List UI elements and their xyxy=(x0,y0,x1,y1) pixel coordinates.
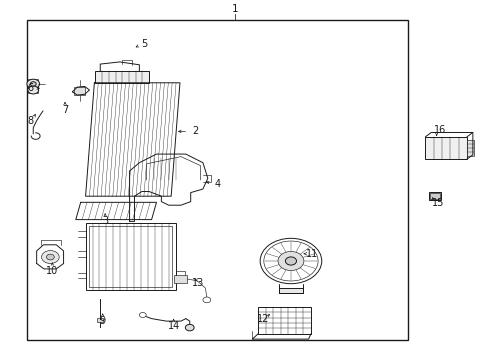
Text: 1: 1 xyxy=(231,4,238,14)
Bar xyxy=(429,193,439,199)
Bar xyxy=(278,288,303,293)
Circle shape xyxy=(28,86,39,94)
Text: 9: 9 xyxy=(100,316,105,326)
Circle shape xyxy=(185,324,194,331)
Bar xyxy=(425,137,466,159)
Circle shape xyxy=(27,79,40,89)
Circle shape xyxy=(203,297,210,303)
Text: 8: 8 xyxy=(27,116,33,126)
Text: 12: 12 xyxy=(256,314,269,324)
Circle shape xyxy=(285,257,296,265)
Bar xyxy=(97,318,103,322)
Text: 13: 13 xyxy=(191,278,204,288)
Text: 11: 11 xyxy=(305,249,318,259)
Bar xyxy=(428,192,440,200)
Bar xyxy=(173,275,187,283)
Text: 14: 14 xyxy=(167,321,180,331)
Text: 10: 10 xyxy=(46,266,59,276)
Text: 6: 6 xyxy=(27,83,33,93)
Text: 16: 16 xyxy=(433,125,446,135)
Text: 2: 2 xyxy=(192,126,198,136)
Bar xyxy=(28,79,38,93)
Bar xyxy=(466,140,473,156)
Circle shape xyxy=(264,241,317,281)
Circle shape xyxy=(41,251,59,264)
Text: 4: 4 xyxy=(214,179,220,189)
Bar xyxy=(258,307,310,334)
Bar xyxy=(95,71,149,83)
Circle shape xyxy=(46,254,54,260)
Circle shape xyxy=(30,82,36,86)
Circle shape xyxy=(260,238,321,284)
Circle shape xyxy=(278,252,303,270)
Bar xyxy=(85,223,176,290)
Text: 3: 3 xyxy=(102,216,108,226)
Bar xyxy=(89,226,172,287)
Text: 15: 15 xyxy=(430,198,443,208)
Text: 5: 5 xyxy=(141,39,147,49)
Bar xyxy=(27,20,407,340)
Circle shape xyxy=(139,312,146,318)
Text: 7: 7 xyxy=(62,105,68,115)
Bar xyxy=(74,87,85,95)
